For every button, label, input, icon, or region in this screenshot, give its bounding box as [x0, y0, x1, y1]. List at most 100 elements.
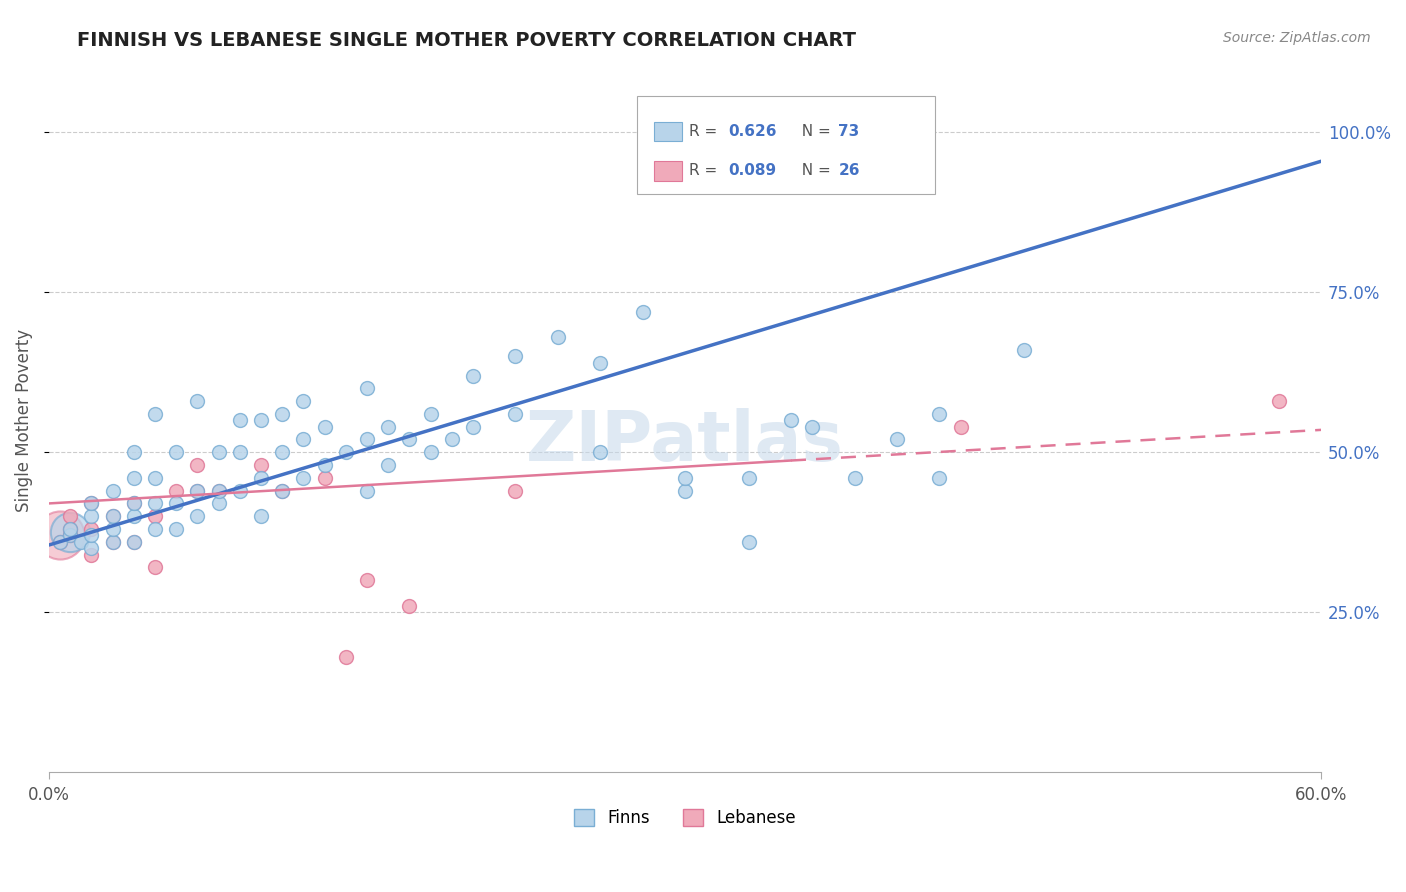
Point [229, 445, 252, 459]
Point [122, 496, 145, 510]
Point [780, 413, 803, 427]
Point [59, 522, 82, 536]
Point [101, 509, 124, 524]
Point [314, 471, 336, 485]
Point [335, 649, 357, 664]
Point [69, 534, 91, 549]
Point [101, 534, 124, 549]
Point [165, 496, 187, 510]
Point [229, 483, 252, 498]
Point [80, 509, 103, 524]
Point [80, 522, 103, 536]
Point [207, 445, 229, 459]
Point [48, 528, 70, 542]
Point [398, 433, 420, 447]
Point [122, 496, 145, 510]
Point [101, 522, 124, 536]
Point [186, 394, 208, 409]
Point [80, 496, 103, 510]
Point [143, 522, 166, 536]
Point [928, 407, 950, 421]
Point [122, 534, 145, 549]
Text: N =: N = [792, 163, 835, 178]
Point [59, 528, 82, 542]
Point [292, 471, 315, 485]
Point [631, 304, 654, 318]
Point [229, 413, 252, 427]
Point [143, 496, 166, 510]
Point [673, 483, 696, 498]
Point [314, 458, 336, 472]
Point [48, 534, 70, 549]
Text: 0.626: 0.626 [728, 124, 778, 139]
Point [186, 483, 208, 498]
Point [505, 407, 527, 421]
Text: R =: R = [689, 163, 723, 178]
Point [356, 433, 378, 447]
Point [207, 496, 229, 510]
Point [186, 483, 208, 498]
Point [377, 458, 399, 472]
Point [335, 445, 357, 459]
Text: 0.089: 0.089 [728, 163, 776, 178]
Point [48, 534, 70, 549]
Point [250, 471, 273, 485]
Point [250, 458, 273, 472]
Point [143, 560, 166, 574]
Text: 73: 73 [838, 124, 859, 139]
Point [101, 509, 124, 524]
Point [271, 483, 294, 498]
Point [505, 349, 527, 363]
Point [207, 483, 229, 498]
Point [440, 433, 463, 447]
Point [165, 522, 187, 536]
Point [59, 509, 82, 524]
Point [143, 471, 166, 485]
Text: 26: 26 [838, 163, 860, 178]
Point [292, 433, 315, 447]
Point [589, 445, 612, 459]
Point [59, 525, 82, 540]
Text: ZIPatlas: ZIPatlas [526, 408, 844, 475]
Y-axis label: Single Mother Poverty: Single Mother Poverty [15, 329, 32, 512]
Point [419, 407, 441, 421]
Point [122, 509, 145, 524]
Point [80, 528, 103, 542]
Point [844, 471, 866, 485]
Point [143, 407, 166, 421]
Text: R =: R = [689, 124, 723, 139]
Point [547, 330, 569, 344]
Point [59, 528, 82, 542]
Point [461, 419, 484, 434]
Point [356, 381, 378, 395]
Point [250, 509, 273, 524]
Point [122, 471, 145, 485]
Point [377, 419, 399, 434]
Text: FINNISH VS LEBANESE SINGLE MOTHER POVERTY CORRELATION CHART: FINNISH VS LEBANESE SINGLE MOTHER POVERT… [77, 31, 856, 50]
Point [271, 407, 294, 421]
Point [589, 356, 612, 370]
Point [143, 509, 166, 524]
Point [165, 445, 187, 459]
Point [271, 483, 294, 498]
Point [419, 445, 441, 459]
Point [398, 599, 420, 613]
Point [186, 509, 208, 524]
Point [271, 445, 294, 459]
Point [101, 534, 124, 549]
Point [1267, 394, 1289, 409]
Point [101, 483, 124, 498]
Point [314, 419, 336, 434]
Point [886, 433, 908, 447]
Point [356, 483, 378, 498]
Point [737, 471, 759, 485]
Point [122, 534, 145, 549]
Point [801, 419, 824, 434]
Point [250, 413, 273, 427]
Point [80, 541, 103, 556]
Point [122, 445, 145, 459]
Point [292, 394, 315, 409]
Point [1012, 343, 1035, 357]
Point [165, 483, 187, 498]
Point [505, 483, 527, 498]
